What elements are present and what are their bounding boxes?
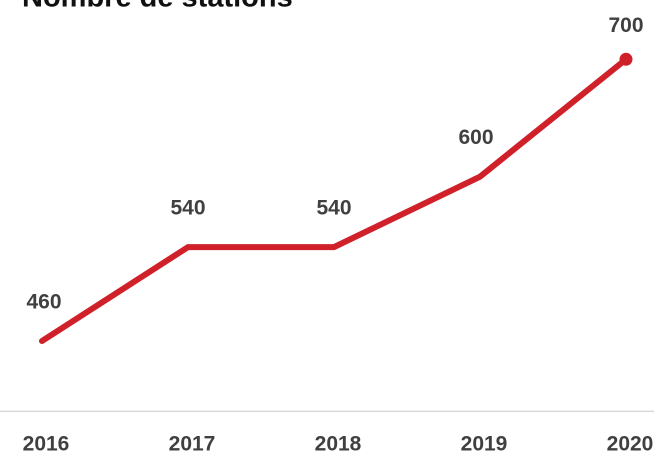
data-label: 700 [608, 14, 643, 37]
x-tick-label: 2019 [461, 433, 508, 456]
x-tick-label: 2016 [23, 433, 70, 456]
x-tick-label: 2017 [169, 433, 216, 456]
line [39, 56, 629, 344]
data-label: 600 [458, 126, 493, 149]
data-label: 460 [26, 291, 61, 314]
data-label: 540 [316, 197, 351, 220]
chart-title: Nombre de stations [22, 0, 293, 14]
end-marker [619, 52, 633, 66]
data-label: 540 [170, 197, 205, 220]
x-tick-label: 2018 [315, 433, 362, 456]
x-tick-label: 2020 [607, 433, 654, 456]
